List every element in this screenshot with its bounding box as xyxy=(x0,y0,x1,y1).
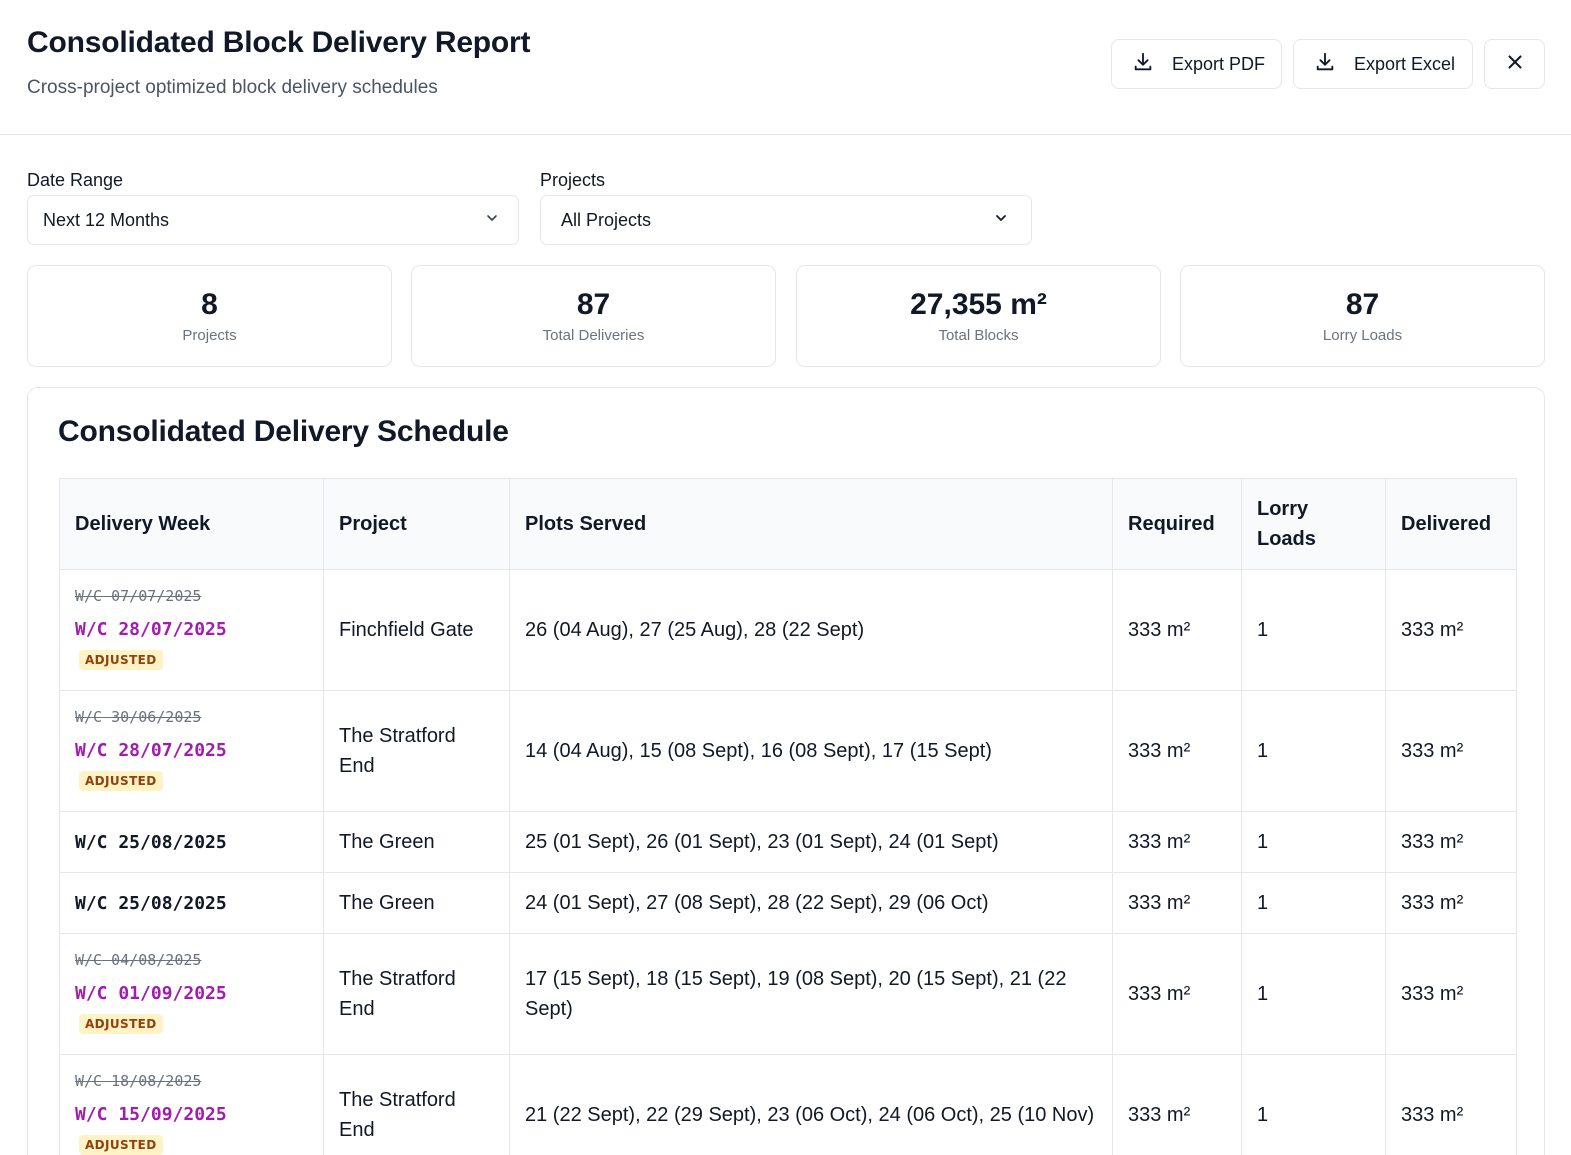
delivery-week-cell: W/C 18/08/2025 W/C 15/09/2025 ADJUSTED xyxy=(59,1054,324,1155)
stat-card-lorry-loads: 87 Lorry Loads xyxy=(1180,265,1545,367)
column-header: Project xyxy=(323,478,510,570)
table-row: W/C 25/08/2025 The Green 25 (01 Sept), 2… xyxy=(59,811,1517,873)
stat-label: Projects xyxy=(182,327,237,344)
delivery-week: W/C 25/08/2025 xyxy=(75,892,227,914)
lorry-loads-cell: 1 xyxy=(1241,569,1386,691)
lorry-loads-cell: 1 xyxy=(1241,1054,1386,1155)
delivery-week-cell: W/C 25/08/2025 xyxy=(59,872,324,934)
download-icon xyxy=(1132,51,1154,78)
delivery-week: W/C 25/08/2025 xyxy=(75,831,227,853)
adjusted-badge: ADJUSTED xyxy=(79,650,163,671)
stat-value: 8 xyxy=(201,288,218,321)
delivery-week-cell: W/C 25/08/2025 xyxy=(59,811,324,873)
stat-card-blocks: 27,355 m² Total Blocks xyxy=(796,265,1161,367)
table-header-row: Delivery Week Project Plots Served Requi… xyxy=(59,478,1517,570)
delivered-cell: 333 m² xyxy=(1385,690,1517,812)
report-header: Consolidated Block Delivery Report Cross… xyxy=(0,0,1571,135)
column-header: Required xyxy=(1112,478,1242,570)
stat-card-projects: 8 Projects xyxy=(27,265,392,367)
delivered-cell: 333 m² xyxy=(1385,1054,1517,1155)
stat-card-deliveries: 87 Total Deliveries xyxy=(411,265,776,367)
date-range-value: Next 12 Months xyxy=(43,209,170,230)
table-row: W/C 25/08/2025 The Green 24 (01 Sept), 2… xyxy=(59,872,1517,934)
schedule-card: Consolidated Delivery Schedule Delivery … xyxy=(27,387,1545,1155)
lorry-loads-cell: 1 xyxy=(1241,872,1386,934)
delivered-cell: 333 m² xyxy=(1385,872,1517,934)
original-week: W/C 18/08/2025 xyxy=(75,1071,202,1090)
adjusted-badge: ADJUSTED xyxy=(79,1135,163,1155)
table-row: W/C 04/08/2025 W/C 01/09/2025 ADJUSTED Th… xyxy=(59,933,1517,1055)
project-cell: The Stratford End xyxy=(323,1054,510,1155)
export-pdf-button[interactable]: Export PDF xyxy=(1111,39,1282,89)
download-icon xyxy=(1314,51,1336,78)
required-cell: 333 m² xyxy=(1112,569,1242,691)
project-cell: The Stratford End xyxy=(323,690,510,812)
adjusted-badge: ADJUSTED xyxy=(79,771,163,792)
adjusted-week: W/C 28/07/2025 xyxy=(75,739,227,761)
close-button[interactable] xyxy=(1484,39,1545,89)
project-cell: The Green xyxy=(323,872,510,934)
chevron-down-icon xyxy=(484,210,500,231)
adjusted-week: W/C 01/09/2025 xyxy=(75,982,227,1004)
adjusted-week: W/C 15/09/2025 xyxy=(75,1103,227,1125)
date-range-label: Date Range xyxy=(27,170,124,190)
page-title: Consolidated Block Delivery Report xyxy=(27,26,531,59)
required-cell: 333 m² xyxy=(1112,1054,1242,1155)
stat-value: 27,355 m² xyxy=(910,288,1047,321)
stat-value: 87 xyxy=(1345,288,1380,321)
projects-select[interactable]: All Projects xyxy=(540,195,1032,245)
column-header: Delivered xyxy=(1385,478,1517,570)
export-pdf-label: Export PDF xyxy=(1172,53,1266,74)
export-excel-button[interactable]: Export Excel xyxy=(1293,39,1473,89)
schedule-title: Consolidated Delivery Schedule xyxy=(58,415,509,448)
column-header: Delivery Week xyxy=(59,478,324,570)
required-cell: 333 m² xyxy=(1112,933,1242,1055)
stat-value: 87 xyxy=(576,288,611,321)
stat-label: Lorry Loads xyxy=(1322,327,1403,344)
delivery-week-cell: W/C 07/07/2025 W/C 28/07/2025 ADJUSTED xyxy=(59,569,324,691)
delivered-cell: 333 m² xyxy=(1385,811,1517,873)
lorry-loads-cell: 1 xyxy=(1241,690,1386,812)
column-header: Plots Served xyxy=(509,478,1113,570)
stat-label: Total Blocks xyxy=(938,327,1019,344)
lorry-loads-cell: 1 xyxy=(1241,811,1386,873)
original-week: W/C 04/08/2025 xyxy=(75,950,202,969)
table-row: W/C 07/07/2025 W/C 28/07/2025 ADJUSTED Fi… xyxy=(59,569,1517,691)
delivered-cell: 333 m² xyxy=(1385,933,1517,1055)
table-row: W/C 30/06/2025 W/C 28/07/2025 ADJUSTED Th… xyxy=(59,690,1517,812)
original-week: W/C 30/06/2025 xyxy=(75,707,202,726)
projects-label: Projects xyxy=(540,170,606,190)
required-cell: 333 m² xyxy=(1112,690,1242,812)
delivered-cell: 333 m² xyxy=(1385,569,1517,691)
project-cell: The Stratford End xyxy=(323,933,510,1055)
projects-value: All Projects xyxy=(561,209,652,230)
required-cell: 333 m² xyxy=(1112,811,1242,873)
export-excel-label: Export Excel xyxy=(1354,53,1456,74)
table-row: W/C 18/08/2025 W/C 15/09/2025 ADJUSTED Th… xyxy=(59,1054,1517,1155)
original-week: W/C 07/07/2025 xyxy=(75,586,202,605)
plots-cell: 25 (01 Sept), 26 (01 Sept), 23 (01 Sept)… xyxy=(509,811,1113,873)
adjusted-week: W/C 28/07/2025 xyxy=(75,618,227,640)
project-cell: The Green xyxy=(323,811,510,873)
plots-cell: 14 (04 Aug), 15 (08 Sept), 16 (08 Sept),… xyxy=(509,690,1113,812)
adjusted-badge: ADJUSTED xyxy=(79,1014,163,1035)
plots-cell: 21 (22 Sept), 22 (29 Sept), 23 (06 Oct),… xyxy=(509,1054,1113,1155)
project-cell: Finchfield Gate xyxy=(323,569,510,691)
delivery-week-cell: W/C 30/06/2025 W/C 28/07/2025 ADJUSTED xyxy=(59,690,324,812)
required-cell: 333 m² xyxy=(1112,872,1242,934)
schedule-table: Delivery Week Project Plots Served Requi… xyxy=(59,478,1517,1155)
page-subtitle: Cross-project optimized block delivery s… xyxy=(27,77,438,98)
plots-cell: 24 (01 Sept), 27 (08 Sept), 28 (22 Sept)… xyxy=(509,872,1113,934)
lorry-loads-cell: 1 xyxy=(1241,933,1386,1055)
plots-cell: 17 (15 Sept), 18 (15 Sept), 19 (08 Sept)… xyxy=(509,933,1113,1055)
stat-label: Total Deliveries xyxy=(542,327,645,344)
date-range-select[interactable]: Next 12 Months xyxy=(27,195,519,245)
column-header: Lorry Loads xyxy=(1241,478,1386,570)
delivery-week-cell: W/C 04/08/2025 W/C 01/09/2025 ADJUSTED xyxy=(59,933,324,1055)
close-icon xyxy=(1504,51,1526,78)
chevron-down-icon xyxy=(993,210,1009,231)
plots-cell: 26 (04 Aug), 27 (25 Aug), 28 (22 Sept) xyxy=(509,569,1113,691)
